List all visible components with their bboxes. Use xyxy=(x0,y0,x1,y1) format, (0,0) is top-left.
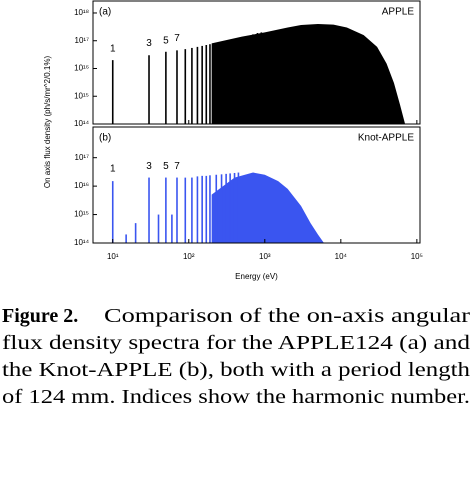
harmonic-label: 3 xyxy=(146,161,152,172)
caption-line: Comparison of the on-axis angular xyxy=(104,305,470,327)
panel-label: (a) xyxy=(99,7,111,18)
x-tick-label: 10³ xyxy=(259,252,271,261)
x-tick-label: 10² xyxy=(183,252,195,261)
harmonic-label: 5 xyxy=(163,161,169,172)
y-tick-label: 10¹⁴ xyxy=(74,238,90,247)
y-axis-label: On axis flux density (ph/s/mr^2/0.1%) xyxy=(43,56,52,189)
y-tick-label: 10¹⁸ xyxy=(74,8,89,17)
y-tick-label: 10¹⁶ xyxy=(74,181,89,190)
harmonic-label: 3 xyxy=(146,38,152,49)
y-tick-label: 10¹⁶ xyxy=(74,64,89,73)
caption-line: of 124 mm. Indices show the harmonic num… xyxy=(2,386,470,408)
harmonic-label: 1 xyxy=(110,164,116,175)
harmonic-label: 1 xyxy=(110,44,116,55)
panel-name: APPLE xyxy=(382,7,415,18)
harmonic-label: 5 xyxy=(163,35,169,46)
spectrum-envelope xyxy=(211,24,406,124)
y-tick-label: 10¹⁴ xyxy=(74,119,90,128)
x-tick-label: 10⁵ xyxy=(411,252,423,261)
x-tick-label: 10¹ xyxy=(107,252,119,261)
panel-name: Knot-APPLE xyxy=(358,133,414,144)
panel-frame xyxy=(92,126,421,244)
caption-label: Figure 2. xyxy=(2,305,78,327)
y-tick-label: 10¹⁷ xyxy=(75,153,90,162)
caption-line: the Knot-APPLE (b), both with a period l… xyxy=(2,359,470,381)
harmonic-label: 7 xyxy=(174,161,180,172)
y-tick-label: 10¹⁷ xyxy=(75,36,90,45)
x-axis-label: Energy (eV) xyxy=(235,272,278,281)
y-tick-label: 10¹⁵ xyxy=(74,210,89,219)
caption-line: flux density spectra for the APPLE124 (a… xyxy=(2,332,470,354)
y-tick-label: 10¹⁵ xyxy=(74,91,89,100)
spectrum-envelope xyxy=(211,172,324,243)
panel-label: (b) xyxy=(99,133,111,144)
panel-frame xyxy=(92,0,421,125)
x-tick-label: 10⁴ xyxy=(335,252,348,261)
harmonic-label: 7 xyxy=(174,33,180,44)
